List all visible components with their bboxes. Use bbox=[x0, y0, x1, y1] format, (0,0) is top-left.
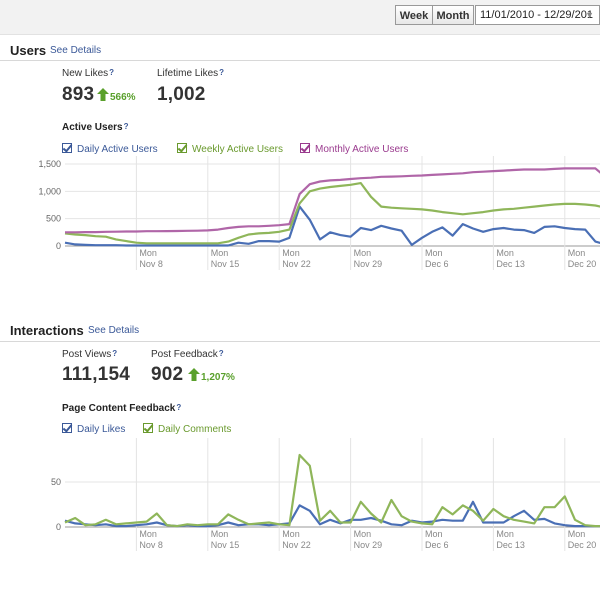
x-tick-date: Dec 13 bbox=[496, 259, 525, 269]
x-tick-day: Mon bbox=[425, 529, 443, 539]
y-tick-label: 500 bbox=[46, 214, 61, 224]
x-tick-day: Mon bbox=[425, 248, 443, 258]
month-button[interactable]: Month bbox=[432, 5, 474, 25]
x-tick-date: Nov 8 bbox=[139, 540, 163, 550]
new-likes-change: 566% bbox=[110, 92, 136, 103]
up-arrow-icon bbox=[188, 368, 200, 381]
users-divider bbox=[0, 60, 600, 61]
series-line-weekly-active-users bbox=[64, 182, 600, 245]
x-tick-day: Mon bbox=[211, 248, 229, 258]
up-arrow-icon bbox=[97, 88, 109, 101]
lifetime-likes-label: Lifetime Likes? bbox=[157, 68, 225, 79]
interactions-see-details-link[interactable]: See Details bbox=[88, 325, 140, 336]
x-tick-date: Nov 15 bbox=[211, 259, 240, 269]
x-tick-day: Mon bbox=[496, 248, 514, 258]
help-icon[interactable]: ? bbox=[123, 122, 129, 131]
x-tick-day: Mon bbox=[354, 248, 372, 258]
post-feedback-value: 902 bbox=[151, 364, 184, 385]
y-tick-label: 1,000 bbox=[38, 186, 61, 196]
x-tick-day: Mon bbox=[568, 529, 586, 539]
legend-weekly-active-users[interactable]: Weekly Active Users bbox=[177, 143, 283, 155]
x-tick-date: Dec 20 bbox=[568, 259, 597, 269]
x-tick-day: Mon bbox=[354, 529, 372, 539]
x-tick-day: Mon bbox=[568, 248, 586, 258]
help-icon[interactable]: ? bbox=[109, 68, 115, 77]
x-tick-day: Mon bbox=[139, 529, 157, 539]
help-icon[interactable]: ? bbox=[112, 349, 118, 358]
x-tick-day: Mon bbox=[211, 529, 229, 539]
help-icon[interactable]: ? bbox=[219, 68, 225, 77]
interactions-divider bbox=[0, 341, 600, 342]
y-tick-label: 50 bbox=[51, 477, 61, 487]
content-feedback-chart-title: Page Content Feedback? bbox=[62, 403, 182, 414]
post-feedback-label: Post Feedback? bbox=[151, 349, 224, 360]
post-views-label: Post Views? bbox=[62, 349, 118, 360]
active-users-chart-title: Active Users? bbox=[62, 122, 129, 133]
x-tick-date: Nov 15 bbox=[211, 540, 240, 550]
series-line-monthly-active-users bbox=[65, 167, 600, 234]
series-line-daily-likes bbox=[64, 500, 600, 528]
help-icon[interactable]: ? bbox=[218, 349, 224, 358]
legend-daily-active-users[interactable]: Daily Active Users bbox=[62, 143, 158, 155]
interactions-section-title: Interactions bbox=[10, 323, 84, 338]
y-tick-label: 1,500 bbox=[38, 159, 61, 169]
checkbox-icon[interactable] bbox=[62, 143, 72, 153]
legend-daily-comments[interactable]: Daily Comments bbox=[143, 423, 231, 435]
checkbox-icon[interactable] bbox=[143, 423, 153, 433]
users-see-details-link[interactable]: See Details bbox=[50, 45, 102, 56]
x-tick-date: Nov 22 bbox=[282, 540, 311, 550]
new-likes-value: 893 bbox=[62, 84, 95, 105]
x-tick-date: Nov 22 bbox=[282, 259, 311, 269]
date-range-value: 11/01/2010 - 12/29/201 bbox=[480, 9, 593, 21]
post-feedback-change: 1,207% bbox=[201, 372, 235, 383]
x-tick-date: Nov 29 bbox=[354, 540, 383, 550]
checkbox-icon[interactable] bbox=[300, 143, 310, 153]
post-views-value: 111,154 bbox=[62, 364, 130, 385]
x-tick-date: Dec 13 bbox=[496, 540, 525, 550]
users-section-title: Users bbox=[10, 43, 47, 58]
chevron-down-icon[interactable]: ▼ bbox=[585, 10, 594, 20]
legend-daily-likes[interactable]: Daily Likes bbox=[62, 423, 125, 435]
new-likes-label: New Likes? bbox=[62, 68, 115, 79]
x-tick-day: Mon bbox=[282, 248, 300, 258]
x-tick-date: Dec 6 bbox=[425, 259, 449, 269]
date-toolbar: Week Month 11/01/2010 - 12/29/201 ▼ bbox=[0, 0, 600, 35]
x-tick-date: Nov 29 bbox=[354, 259, 383, 269]
x-tick-date: Dec 6 bbox=[425, 540, 449, 550]
x-tick-day: Mon bbox=[282, 529, 300, 539]
week-button[interactable]: Week bbox=[395, 5, 433, 25]
series-line-daily-comments bbox=[64, 453, 600, 528]
y-tick-label: 0 bbox=[56, 241, 61, 251]
checkbox-icon[interactable] bbox=[62, 423, 72, 433]
help-icon[interactable]: ? bbox=[176, 403, 182, 412]
x-tick-date: Dec 20 bbox=[568, 540, 597, 550]
series-line-daily-active-users bbox=[64, 205, 600, 247]
lifetime-likes-value: 1,002 bbox=[157, 84, 206, 105]
x-tick-day: Mon bbox=[139, 248, 157, 258]
legend-monthly-active-users[interactable]: Monthly Active Users bbox=[300, 143, 408, 155]
y-tick-label: 0 bbox=[56, 522, 61, 532]
x-tick-day: Mon bbox=[496, 529, 514, 539]
checkbox-icon[interactable] bbox=[177, 143, 187, 153]
date-range-select[interactable]: 11/01/2010 - 12/29/201 ▼ bbox=[475, 5, 600, 25]
x-tick-date: Nov 8 bbox=[139, 259, 163, 269]
